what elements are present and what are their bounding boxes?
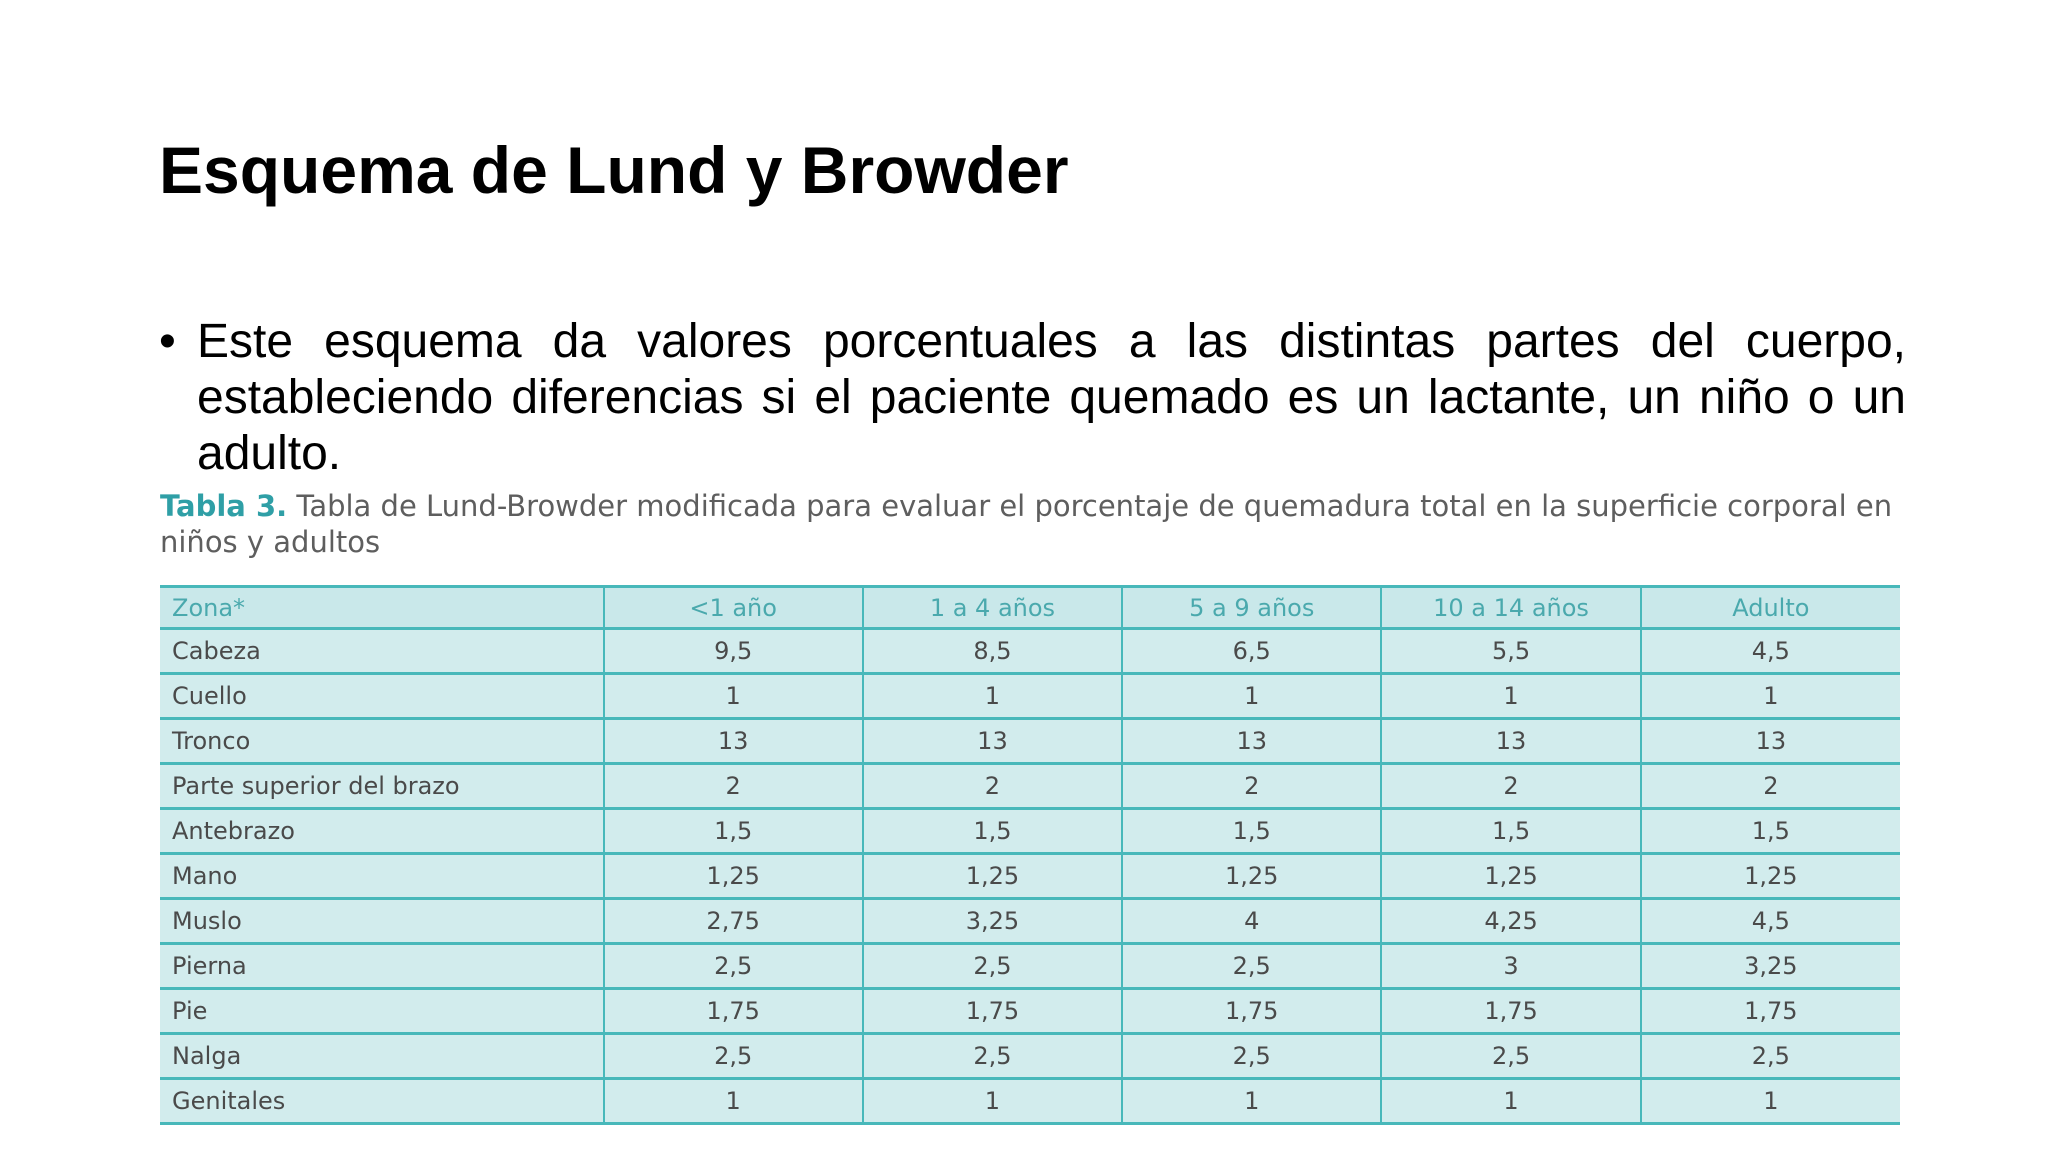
table-cell: 1,25 (1121, 852, 1383, 900)
table-caption: Tabla 3. Tabla de Lund-Browder modificad… (160, 488, 1912, 560)
table-cell: 1,5 (1639, 807, 1900, 855)
table-cell: 13 (861, 717, 1124, 765)
table-cell: 2 (1121, 762, 1383, 810)
table-cell: 1 (1639, 672, 1900, 720)
table-cell: 2,5 (1639, 1032, 1900, 1080)
table-cell: 8,5 (861, 627, 1124, 675)
table-cell: 1,75 (1380, 987, 1642, 1035)
table-cell: 1 (1121, 1077, 1383, 1125)
table-cell: 1,5 (861, 807, 1124, 855)
table-cell: 2 (1380, 762, 1642, 810)
table-cell: 5,5 (1380, 627, 1642, 675)
header-adulto: Adulto (1639, 585, 1900, 630)
row-label: Antebrazo (160, 807, 605, 855)
table-cell: 4,5 (1639, 627, 1900, 675)
row-label: Pierna (160, 942, 605, 990)
table-row: Muslo 2,75 3,25 4 4,25 4,5 (160, 897, 1900, 945)
table-cell: 1,25 (602, 852, 864, 900)
table-cell: 4 (1121, 897, 1383, 945)
row-label: Tronco (160, 717, 605, 765)
table-cell: 1 (861, 672, 1124, 720)
table-cell: 2,75 (602, 897, 864, 945)
table-cell: 2 (602, 762, 864, 810)
table-caption-text: Tabla de Lund-Browder modificada para ev… (160, 489, 1893, 559)
table-row: Cuello 1 1 1 1 1 (160, 672, 1900, 720)
header-zona: Zona* (160, 585, 605, 630)
table-row: Pie 1,75 1,75 1,75 1,75 1,75 (160, 987, 1900, 1035)
table-cell: 2 (1639, 762, 1900, 810)
table-cell: 1,25 (861, 852, 1124, 900)
table-cell: 1,25 (1639, 852, 1900, 900)
table-row: Mano 1,25 1,25 1,25 1,25 1,25 (160, 852, 1900, 900)
table-cell: 2,5 (1380, 1032, 1642, 1080)
table-cell: 13 (1380, 717, 1642, 765)
table-cell: 9,5 (602, 627, 864, 675)
table-cell: 2,5 (861, 1032, 1124, 1080)
table-row: Nalga 2,5 2,5 2,5 2,5 2,5 (160, 1032, 1900, 1080)
table-row: Antebrazo 1,5 1,5 1,5 1,5 1,5 (160, 807, 1900, 855)
bullet-icon: • (159, 315, 176, 368)
table-caption-label: Tabla 3. (160, 489, 288, 523)
table-cell: 1,75 (861, 987, 1124, 1035)
table-row: Cabeza 9,5 8,5 6,5 5,5 4,5 (160, 627, 1900, 675)
table-cell: 1 (1380, 672, 1642, 720)
header-lt-1-ano: <1 año (602, 585, 864, 630)
bullet-item: • Este esquema da valores porcentuales a… (159, 314, 1906, 482)
table-row: Genitales 1 1 1 1 1 (160, 1077, 1900, 1125)
table-cell: 2,5 (1121, 1032, 1383, 1080)
row-label: Pie (160, 987, 605, 1035)
row-label: Cabeza (160, 627, 605, 675)
lund-browder-table: Zona* <1 año 1 a 4 años 5 a 9 años 10 a … (160, 585, 1900, 1125)
row-label: Muslo (160, 897, 605, 945)
table-cell: 1,5 (1380, 807, 1642, 855)
table-cell: 3,25 (1639, 942, 1900, 990)
slide-title: Esquema de Lund y Browder (159, 133, 1069, 207)
table-cell: 1 (602, 672, 864, 720)
table-header-row: Zona* <1 año 1 a 4 años 5 a 9 años 10 a … (160, 585, 1900, 630)
row-label: Genitales (160, 1077, 605, 1125)
row-label: Parte superior del brazo (160, 762, 605, 810)
table-cell: 6,5 (1121, 627, 1383, 675)
table-row: Parte superior del brazo 2 2 2 2 2 (160, 762, 1900, 810)
table-cell: 1,75 (1121, 987, 1383, 1035)
table-cell: 1 (1380, 1077, 1642, 1125)
table-cell: 2,5 (861, 942, 1124, 990)
table-cell: 1,5 (602, 807, 864, 855)
header-1-a-4-anos: 1 a 4 años (861, 585, 1124, 630)
table-cell: 4,25 (1380, 897, 1642, 945)
table-cell: 2,5 (1121, 942, 1383, 990)
bullet-text: Este esquema da valores porcentuales a l… (197, 315, 1906, 480)
table-cell: 13 (1121, 717, 1383, 765)
table-cell: 1,25 (1380, 852, 1642, 900)
row-label: Cuello (160, 672, 605, 720)
row-label: Nalga (160, 1032, 605, 1080)
table-cell: 3,25 (861, 897, 1124, 945)
table-cell: 1 (1639, 1077, 1900, 1125)
table-cell: 1 (861, 1077, 1124, 1125)
table-row: Pierna 2,5 2,5 2,5 3 3,25 (160, 942, 1900, 990)
table-cell: 2 (861, 762, 1124, 810)
table-cell: 13 (602, 717, 864, 765)
table-cell: 1 (602, 1077, 864, 1125)
table-cell: 1,75 (1639, 987, 1900, 1035)
row-label: Mano (160, 852, 605, 900)
table-cell: 4,5 (1639, 897, 1900, 945)
table-row: Tronco 13 13 13 13 13 (160, 717, 1900, 765)
table-cell: 3 (1380, 942, 1642, 990)
header-10-a-14-anos: 10 a 14 años (1380, 585, 1642, 630)
table-cell: 1 (1121, 672, 1383, 720)
table-cell: 13 (1639, 717, 1900, 765)
table-cell: 1,5 (1121, 807, 1383, 855)
table-cell: 1,75 (602, 987, 864, 1035)
table-cell: 2,5 (602, 1032, 864, 1080)
table-cell: 2,5 (602, 942, 864, 990)
header-5-a-9-anos: 5 a 9 años (1121, 585, 1383, 630)
